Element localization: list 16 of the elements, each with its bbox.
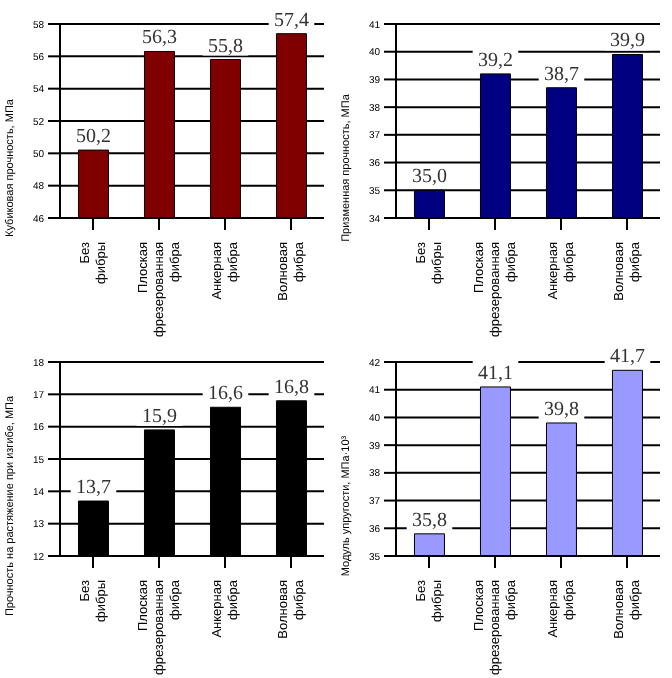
data-label: 50,2 bbox=[75, 126, 111, 149]
data-label: 38,7 bbox=[543, 63, 579, 86]
data-label: 41,1 bbox=[477, 362, 513, 385]
data-label: 13,7 bbox=[75, 477, 111, 500]
data-label: 41,7 bbox=[609, 346, 645, 369]
data-label: 39,2 bbox=[477, 49, 513, 72]
data-label: 16,8 bbox=[273, 376, 309, 399]
data-label: 15,9 bbox=[141, 405, 177, 428]
data-label: 35,8 bbox=[411, 509, 447, 532]
data-label: 35,0 bbox=[411, 166, 447, 189]
data-label: 16,6 bbox=[207, 383, 243, 406]
data-label: 57,4 bbox=[273, 9, 309, 32]
data-label: 39,8 bbox=[543, 398, 579, 421]
data-label: 55,8 bbox=[207, 35, 243, 58]
data-label: 39,9 bbox=[609, 30, 645, 53]
data-label: 56,3 bbox=[141, 27, 177, 50]
